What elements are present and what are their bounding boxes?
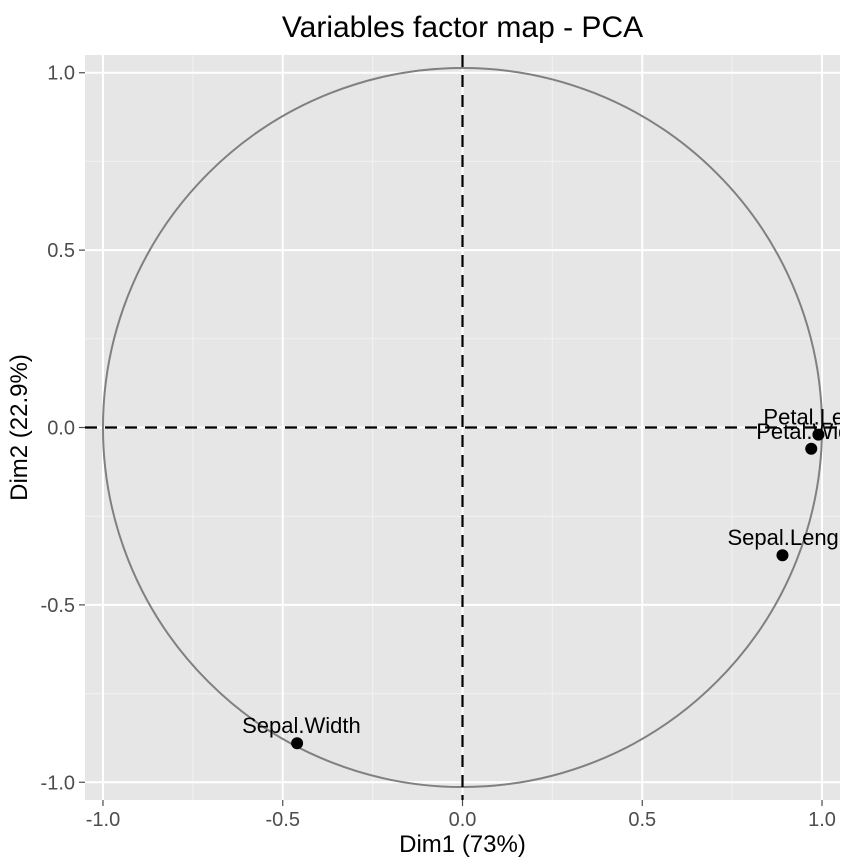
variable-label: Sepal.Width [242,713,361,738]
y-tick-label: 1.0 [47,63,75,85]
chart-title: Variables factor map - PCA [282,11,643,44]
variable-label: Sepal.Leng [727,525,838,550]
y-tick-label: -1.0 [41,772,75,794]
x-tick-label: 0.5 [628,809,656,831]
variable-point [291,737,303,749]
x-tick-label: 0.0 [449,809,477,831]
x-tick-label: 1.0 [808,809,836,831]
y-tick-label: -0.5 [41,595,75,617]
y-tick-label: 0.5 [47,240,75,262]
x-tick-label: -1.0 [86,809,120,831]
y-axis-title: Dim2 (22.9%) [6,354,33,501]
x-axis-ticks: -1.0 -0.5 0.0 0.5 1.0 [86,800,836,831]
x-tick-label: -0.5 [266,809,300,831]
variable-point [805,443,817,455]
y-tick-label: 0.0 [47,418,75,440]
pca-variables-factor-map: Variables factor map - PCA Petal.LenPeta… [0,0,864,864]
variable-point [776,549,788,561]
variable-label: Petal.Wid [756,419,850,444]
x-axis-title: Dim1 (73%) [399,831,526,858]
y-axis-ticks: -1.0 -0.5 0.0 0.5 1.0 [41,63,85,795]
